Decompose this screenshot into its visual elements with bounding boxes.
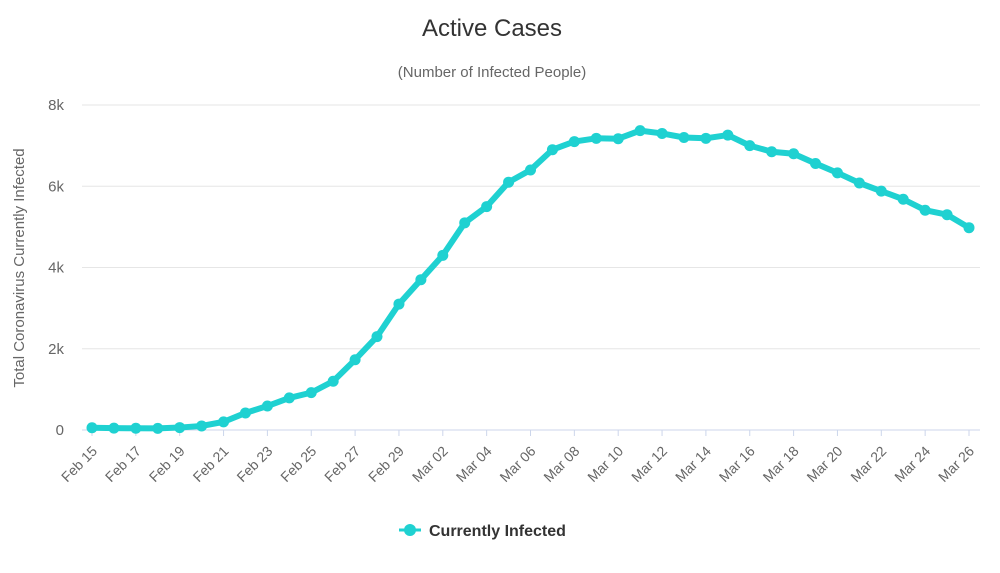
data-point[interactable] [700,132,712,144]
x-tick-label: Mar 04 [453,443,495,485]
x-tick-label: Mar 12 [628,443,670,485]
data-point[interactable] [897,193,909,205]
series-currently-infected[interactable] [86,125,975,434]
gridlines [82,104,980,431]
y-tick-label: 4k [48,260,64,277]
data-point[interactable] [941,209,953,221]
x-tick-label: Feb 29 [365,443,407,485]
data-point[interactable] [525,164,536,176]
x-tick-label: Feb 19 [146,443,188,485]
data-point[interactable] [459,217,471,229]
data-point[interactable] [568,136,580,148]
x-tick-label: Feb 25 [277,443,319,485]
x-tick-label: Mar 22 [847,443,889,485]
legend-item-currently-infected[interactable]: Currently Infected [429,523,566,540]
data-point[interactable] [875,185,887,197]
data-point[interactable] [86,422,98,434]
data-point[interactable] [196,420,208,432]
x-tick-label: Mar 10 [584,443,626,485]
data-point[interactable] [239,407,251,419]
data-point[interactable] [261,400,273,412]
data-point[interactable] [283,392,295,404]
data-point[interactable] [546,144,558,156]
data-point[interactable] [831,167,843,179]
chart-subtitle: (Number of Infected People) [398,64,586,81]
x-tick-label: Mar 24 [891,443,933,485]
x-tick-label: Mar 02 [409,443,451,485]
legend[interactable]: Currently Infected [399,523,566,540]
x-tick-label: Feb 15 [58,443,100,485]
chart-title: Active Cases [422,15,562,42]
data-point[interactable] [503,176,515,188]
x-tick-label: Mar 26 [935,443,977,485]
x-tick-label: Mar 14 [672,443,714,485]
y-tick-label: 8k [48,97,64,114]
data-point[interactable] [108,422,120,434]
data-point[interactable] [130,422,142,434]
y-tick-label: 2k [48,341,64,358]
data-point[interactable] [634,125,646,137]
data-point[interactable] [744,140,756,152]
data-point[interactable] [722,129,734,141]
data-point[interactable] [371,331,383,343]
data-point[interactable] [327,375,339,387]
data-point[interactable] [174,422,186,434]
data-point[interactable] [612,133,624,145]
data-point[interactable] [393,298,405,310]
data-point[interactable] [678,132,690,143]
data-point[interactable] [766,146,778,158]
data-point[interactable] [437,249,449,261]
y-axis-title: Total Coronavirus Currently Infected [11,148,28,387]
x-tick-label: Mar 16 [716,443,758,485]
data-point[interactable] [853,177,865,189]
data-point[interactable] [788,148,800,160]
legend-marker-swatch [404,524,416,536]
data-point[interactable] [305,387,317,399]
data-point[interactable] [656,127,668,139]
y-tick-label: 0 [56,422,64,439]
x-tick-label: Mar 08 [540,443,582,485]
y-axis-ticks: 0 2k 4k 6k 8k [48,97,64,439]
x-tick-label: Mar 20 [803,443,845,485]
data-point[interactable] [590,132,602,144]
data-point[interactable] [218,416,230,428]
x-tick-label: Mar 18 [760,443,802,485]
data-point[interactable] [152,422,164,434]
x-tick-label: Mar 06 [496,443,538,485]
data-point[interactable] [415,274,427,286]
data-point[interactable] [810,158,822,169]
data-point[interactable] [349,354,361,366]
x-tick-label: Feb 21 [190,443,232,485]
x-tick-label: Feb 17 [102,443,144,485]
data-point[interactable] [919,204,931,216]
data-point[interactable] [481,201,493,213]
x-tick-label: Feb 27 [321,443,363,485]
y-tick-label: 6k [48,178,64,195]
x-tick-label: Feb 23 [233,443,275,485]
x-axis-ticks: Feb 15 Feb 17 Feb 19 Feb 21 Feb 23 Feb 25 Feb … [58,430,977,485]
data-point[interactable] [963,222,975,234]
